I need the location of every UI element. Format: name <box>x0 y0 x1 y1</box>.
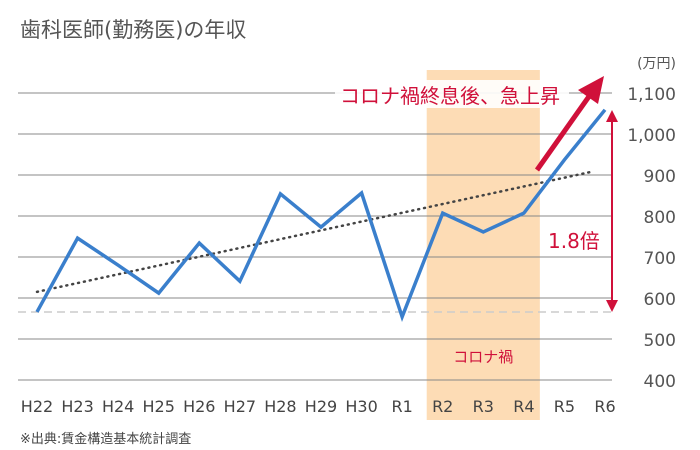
x-tick-label: H30 <box>345 397 377 416</box>
band-label: コロナ禍 <box>453 348 513 366</box>
x-tick-label: H28 <box>264 397 296 416</box>
x-tick-label: H23 <box>61 397 93 416</box>
y-tick-label: 400 <box>644 372 676 392</box>
y-tick-label: 500 <box>644 331 676 351</box>
y-tick-label: 900 <box>644 167 676 187</box>
x-tick-label: R1 <box>391 397 412 416</box>
rise-label: コロナ禍終息後、急上昇 <box>340 84 560 108</box>
chart-title: 歯科医師(勤務医)の年収 <box>20 18 247 42</box>
x-tick-label: H26 <box>183 397 215 416</box>
y-tick-label: 1,000 <box>627 126 676 146</box>
ratio-arrow-up <box>606 110 618 122</box>
rise-arrow-head <box>578 76 604 104</box>
unit-label: (万円) <box>637 56 676 72</box>
rise-arrow <box>534 93 593 172</box>
y-tick-label: 1,100 <box>627 85 676 105</box>
source-note: ※出典:賃金構造基本統計調査 <box>20 432 192 447</box>
x-tick-label: H24 <box>102 397 134 416</box>
x-tick-label: H22 <box>21 397 53 416</box>
ratio-label: 1.8倍 <box>548 229 600 253</box>
x-tick-label: R3 <box>473 397 494 416</box>
x-tick-label: R2 <box>432 397 453 416</box>
ratio-arrow-down <box>606 300 618 312</box>
trend-line <box>35 170 592 294</box>
rise-label-bg <box>335 80 569 108</box>
x-tick-label: H29 <box>305 397 337 416</box>
covid-band <box>426 70 540 420</box>
y-tick-label: 600 <box>644 290 676 310</box>
x-tick-label: H27 <box>224 397 256 416</box>
x-tick-label: R4 <box>513 397 534 416</box>
x-tick-label: R5 <box>554 397 575 416</box>
y-tick-label: 700 <box>644 249 676 269</box>
x-tick-label: H25 <box>143 397 175 416</box>
y-tick-label: 800 <box>644 208 676 228</box>
x-tick-label: R6 <box>594 397 615 416</box>
